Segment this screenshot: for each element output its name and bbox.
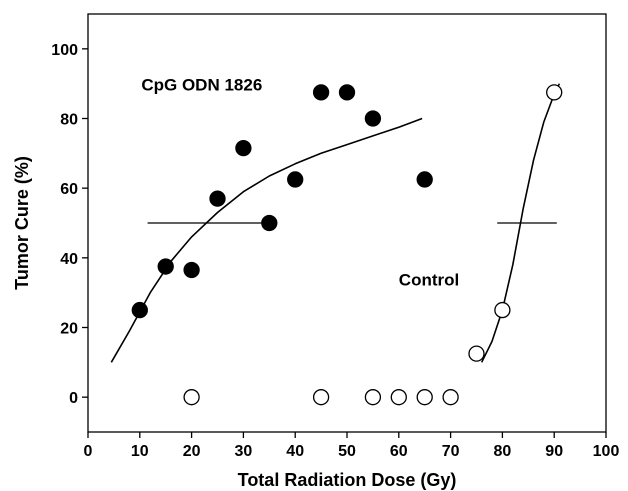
data-point-s2-0: [183, 389, 200, 406]
data-point-s1-0: [468, 345, 485, 362]
y-axis-title: Tumor Cure (%): [12, 156, 32, 290]
data-point-s0-6: [287, 171, 304, 188]
data-points: [131, 84, 563, 406]
data-point-s0-1: [157, 258, 174, 275]
data-point-s2-4: [416, 389, 433, 406]
data-point-s0-10: [416, 171, 433, 188]
x-tick-label-10: 10: [131, 443, 149, 460]
fit-curve-0: [110, 117, 423, 363]
x-tick-label-0: 0: [84, 443, 93, 460]
y-tick-label-100: 100: [51, 42, 78, 59]
data-point-s2-1: [312, 389, 330, 406]
data-point-s0-9: [364, 110, 382, 127]
x-tick-label-30: 30: [235, 443, 253, 460]
x-tick-label-50: 50: [338, 443, 356, 460]
data-point-s2-3: [390, 389, 407, 406]
x-tick-label-90: 90: [545, 443, 563, 460]
data-point-s0-7: [312, 84, 330, 101]
y-tick-label-40: 40: [60, 251, 78, 268]
y-tick-label-80: 80: [60, 112, 78, 129]
data-point-s1-1: [494, 301, 511, 319]
y-tick-label-60: 60: [60, 181, 78, 198]
x-tick-label-60: 60: [390, 443, 408, 460]
data-point-s2-5: [442, 389, 459, 406]
y-tick-label-20: 20: [60, 321, 78, 338]
fit-curves: [110, 83, 561, 363]
data-point-s0-4: [235, 139, 252, 157]
annotation-control: Control: [399, 271, 459, 290]
data-point-s0-3: [209, 190, 226, 207]
x-tick-label-20: 20: [183, 443, 201, 460]
data-point-s1-2: [546, 84, 563, 101]
data-point-s0-5: [261, 214, 278, 232]
y-tick-label-0: 0: [69, 390, 78, 407]
x-tick-label-70: 70: [442, 443, 460, 460]
data-point-s2-2: [364, 389, 382, 406]
axis-ticks: 0 10 20 30 40 50 60 70 80 90 100 0 20 40 60 80 100: [51, 42, 619, 460]
fit-curve-1: [480, 83, 561, 363]
x-tick-label-80: 80: [494, 443, 512, 460]
x-tick-label-100: 100: [593, 443, 620, 460]
annotation-cpg-odn-1826: CpG ODN 1826: [141, 76, 262, 95]
x-tick-label-40: 40: [286, 443, 304, 460]
data-point-s0-0: [131, 301, 148, 319]
x-axis-title: Total Radiation Dose (Gy): [238, 470, 457, 490]
data-point-s0-8: [338, 84, 356, 101]
data-point-s0-2: [183, 261, 200, 279]
